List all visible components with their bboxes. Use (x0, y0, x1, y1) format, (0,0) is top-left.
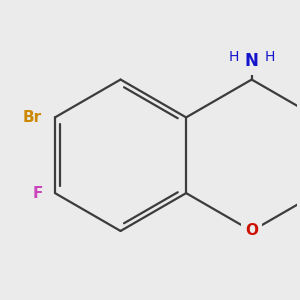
Text: H: H (264, 50, 275, 64)
Text: Br: Br (22, 110, 41, 125)
Text: Br: Br (22, 110, 41, 125)
Text: F: F (33, 186, 43, 201)
Text: O: O (245, 224, 258, 238)
Text: N: N (245, 52, 259, 70)
Text: H: H (229, 50, 239, 64)
Text: O: O (245, 224, 258, 238)
Text: N: N (245, 52, 259, 70)
Text: F: F (33, 186, 43, 201)
